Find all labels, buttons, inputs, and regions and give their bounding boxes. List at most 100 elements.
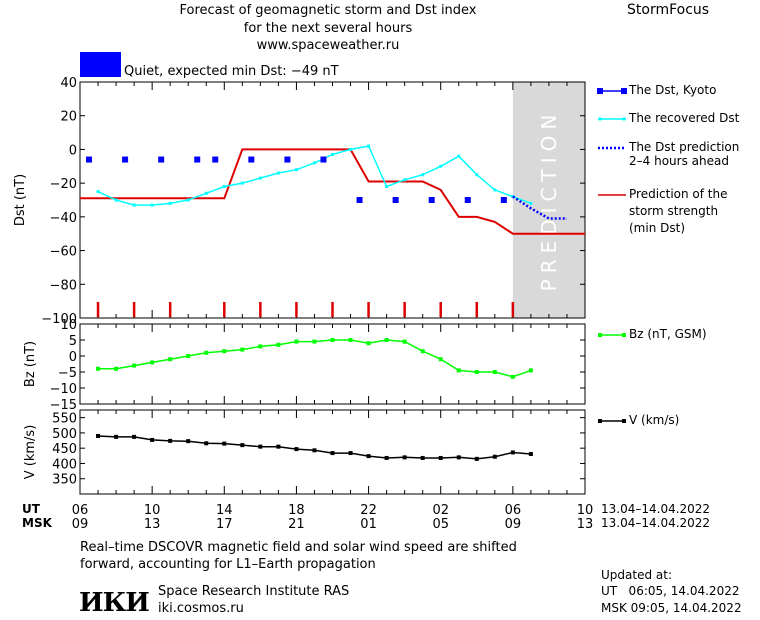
recovered-dst-point (222, 185, 226, 189)
dst-kyoto-point (464, 197, 471, 203)
msk-axis-label: MSK (22, 516, 52, 530)
bz-point (204, 350, 209, 355)
y-axis-label-dst: Dst (nT) (13, 174, 28, 226)
dst-kyoto-point (428, 197, 435, 203)
v-point (438, 455, 443, 460)
recovered-dst-point (367, 144, 371, 148)
legend-icon-bz-marker (598, 333, 602, 337)
v-point (96, 433, 101, 438)
y-axis-label-v: V (km/s) (23, 425, 38, 480)
y-tick-label-bz: 10 (60, 318, 77, 333)
msk-tick-label: 01 (360, 517, 377, 532)
legend-icon-bz-marker (622, 333, 626, 337)
v-point (258, 444, 263, 449)
legend-icon-dst-kyoto-marker (597, 88, 603, 94)
msk-tick-label: 05 (432, 517, 449, 532)
v-point (204, 441, 209, 446)
legend-strength-line1: Prediction of the (629, 187, 728, 201)
y-tick-label-bz: 0 (69, 350, 77, 365)
y-tick-label-dst: 0 (69, 143, 77, 158)
bz-point (132, 363, 137, 368)
updated-ut: UT 06:05, 14.04.2022 (601, 584, 740, 598)
recovered-dst-point (493, 188, 497, 192)
bz-point (402, 339, 407, 344)
bz-point (168, 357, 173, 362)
legend-recovered-dst: The recovered Dst (629, 111, 740, 125)
v-point (132, 434, 137, 439)
legend-dst-kyoto: The Dst, Kyoto (629, 83, 717, 97)
legend-strength-line3: (min Dst) (629, 221, 686, 235)
v-point (222, 441, 227, 446)
recovered-dst-point (96, 190, 100, 194)
recovered-dst-point (331, 152, 334, 156)
updated-msk: MSK 09:05, 14.04.2022 (601, 601, 742, 615)
recovered-dst-point (186, 198, 190, 202)
dst-kyoto-point (212, 156, 219, 163)
footer-note-line2: forward, accounting for L1–Earth propaga… (80, 557, 376, 572)
v-point (330, 451, 335, 456)
msk-tick-label: 09 (72, 517, 89, 532)
bz-point (456, 368, 461, 373)
recovered-dst-point (204, 191, 208, 195)
y-axis-label-bz: Bz (nT) (23, 341, 38, 387)
legend-icon-v-marker (598, 419, 602, 423)
y-tick-label-v: 500 (52, 427, 77, 442)
ut-tick-label: 10 (577, 503, 594, 518)
status-text: Quiet, expected min Dst: −49 nT (124, 64, 339, 79)
storm-strength-line (80, 148, 585, 235)
y-tick-label-v: 400 (52, 457, 77, 472)
v-point (276, 444, 281, 449)
bz-point (312, 339, 317, 344)
recovered-dst-point (240, 181, 244, 185)
recovered-dst-point (439, 164, 443, 168)
site-url[interactable]: www.spaceweather.ru (256, 38, 400, 53)
dst-kyoto-point (122, 156, 129, 163)
bz-point (258, 344, 263, 349)
bz-point (492, 370, 497, 374)
ut-tick-label: 06 (505, 503, 522, 518)
legend-icon-v-marker (622, 419, 626, 423)
v-point (240, 443, 245, 448)
bz-point (438, 357, 443, 362)
msk-tick-label: 21 (288, 517, 305, 532)
recovered-dst-point (529, 201, 533, 205)
y-tick-label-bz: −15 (50, 398, 77, 413)
bz-point (186, 354, 191, 358)
v-point (294, 447, 299, 452)
ut-date-range: 13.04–14.04.2022 (601, 502, 711, 516)
msk-tick-label: 13 (577, 517, 594, 532)
recovered-dst-point (168, 201, 172, 205)
institute-name: Space Research Institute RAS (158, 584, 350, 599)
y-tick-label-dst: −60 (50, 245, 77, 260)
bz-point (510, 374, 515, 379)
chart-title-line1: Forecast of geomagnetic storm and Dst in… (179, 3, 477, 18)
bz-line (98, 339, 532, 378)
bz-point (114, 366, 119, 371)
y-tick-label-dst: 20 (60, 110, 77, 125)
msk-tick-label: 17 (216, 517, 233, 532)
y-tick-label-dst: 40 (60, 76, 77, 91)
recovered-dst-point (475, 173, 479, 177)
brand-name: StormFocus (627, 2, 710, 18)
y-tick-label-dst: −80 (50, 278, 77, 293)
footer-note-line1: Real–time DSCOVR magnetic field and sola… (80, 540, 517, 555)
ut-tick-label: 10 (144, 503, 161, 518)
v-point (186, 439, 191, 444)
recovered-dst-point (457, 154, 461, 158)
legend-v: V (km/s) (629, 413, 680, 427)
v-point (348, 451, 353, 456)
v-point (456, 455, 461, 460)
dst-kyoto-point (86, 156, 93, 163)
v-point (510, 450, 515, 455)
ut-tick-label: 22 (360, 503, 377, 518)
y-tick-label-v: 550 (52, 412, 77, 427)
institute-site[interactable]: iki.cosmos.ru (158, 601, 244, 616)
bz-point (366, 341, 371, 346)
recovered-dst-point (421, 173, 425, 177)
v-point (420, 455, 425, 460)
dst-kyoto-point (320, 156, 327, 163)
msk-date-range: 13.04–14.04.2022 (601, 516, 711, 530)
recovered-dst-point (403, 178, 407, 182)
